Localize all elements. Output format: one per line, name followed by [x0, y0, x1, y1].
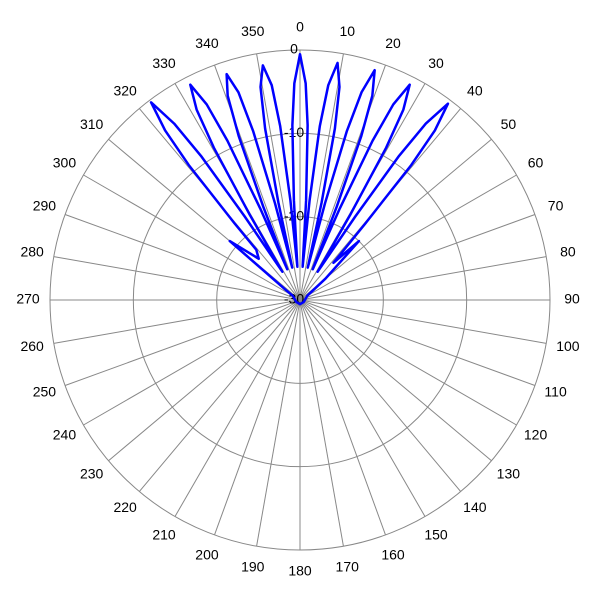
theta-tick-label: 90 — [564, 291, 580, 307]
spoke — [299, 299, 536, 386]
theta-tick-label: 320 — [113, 82, 137, 98]
theta-tick-label: 250 — [33, 384, 57, 400]
spoke — [299, 53, 344, 301]
theta-tick-label: 10 — [339, 23, 355, 39]
spoke — [299, 299, 547, 344]
theta-tick-label: 330 — [152, 55, 176, 71]
ring — [132, 132, 468, 468]
r-tick-label: -10 — [284, 124, 304, 140]
spoke — [299, 299, 517, 426]
theta-tick-label: 300 — [53, 155, 77, 171]
theta-tick-label: 130 — [497, 466, 521, 482]
theta-tick-label: 200 — [195, 546, 219, 562]
theta-tick-label: 150 — [424, 526, 448, 542]
spoke — [299, 299, 344, 547]
spoke — [53, 256, 301, 301]
spoke — [299, 299, 426, 517]
spoke — [214, 299, 301, 536]
theta-tick-label: 240 — [53, 427, 77, 443]
theta-tick-label: 100 — [556, 338, 580, 354]
spoke — [64, 299, 301, 386]
spoke — [299, 299, 386, 536]
theta-tick-label: 220 — [113, 499, 137, 515]
theta-tick-label: 160 — [381, 546, 405, 562]
theta-tick-label: 260 — [20, 338, 44, 354]
spoke — [256, 299, 301, 547]
theta-tick-label: 340 — [195, 35, 219, 51]
theta-tick-label: 140 — [463, 499, 487, 515]
theta-tick-label: 230 — [80, 466, 104, 482]
r-tick-label: 0 — [290, 41, 298, 57]
ring — [216, 216, 384, 384]
spoke — [256, 53, 301, 301]
spoke — [299, 299, 462, 492]
spoke — [53, 299, 301, 344]
spoke — [83, 299, 301, 426]
theta-tick-label: 270 — [16, 291, 40, 307]
theta-tick-label: 280 — [20, 243, 44, 259]
spoke — [64, 214, 301, 301]
theta-tick-label: 20 — [385, 35, 401, 51]
theta-tick-label: 210 — [152, 526, 176, 542]
theta-tick-label: 70 — [548, 198, 564, 214]
spoke — [299, 214, 536, 301]
theta-tick-label: 110 — [544, 384, 567, 400]
ring — [49, 49, 551, 551]
theta-tick-label: 80 — [560, 243, 576, 259]
theta-tick-label: 50 — [501, 116, 517, 132]
theta-tick-label: 170 — [336, 559, 360, 575]
theta-tick-label: 30 — [428, 55, 444, 71]
spoke — [138, 299, 301, 492]
spoke — [299, 174, 517, 301]
spoke — [108, 299, 301, 462]
theta-tick-label: 310 — [80, 116, 104, 132]
theta-tick-label: 180 — [288, 563, 312, 579]
theta-tick-label: 60 — [528, 155, 544, 171]
theta-tick-label: 40 — [467, 82, 483, 98]
theta-tick-label: 190 — [241, 559, 265, 575]
theta-tick-label: 350 — [241, 23, 265, 39]
spoke — [299, 256, 547, 301]
theta-tick-label: 120 — [524, 427, 548, 443]
theta-tick-label: 0 — [296, 19, 304, 35]
theta-tick-label: 290 — [33, 198, 57, 214]
spoke — [174, 299, 301, 517]
spoke — [299, 299, 492, 462]
pattern-line — [149, 52, 450, 306]
spoke — [83, 174, 301, 301]
